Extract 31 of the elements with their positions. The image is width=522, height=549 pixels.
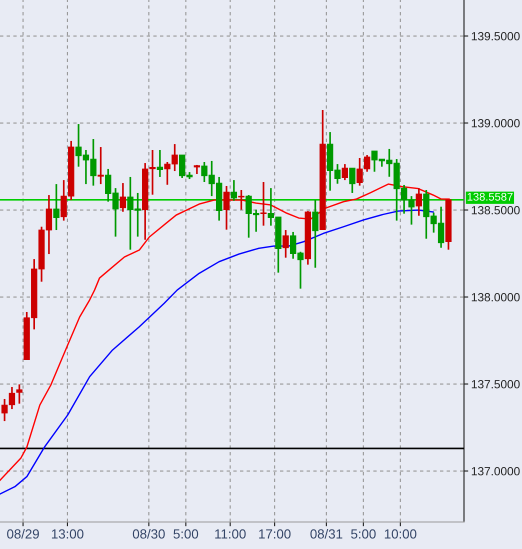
candlestick [312, 199, 318, 269]
candlestick [120, 182, 126, 213]
y-tick-label: 138.0000 [472, 293, 520, 302]
x-tick-label: 5:00 [351, 529, 376, 539]
candlestick [416, 187, 422, 217]
candlestick [53, 183, 60, 231]
candlestick [342, 163, 348, 181]
candlestick [349, 167, 356, 194]
candlestick [223, 185, 230, 231]
x-tick-label: 08/29 [7, 528, 39, 539]
candlestick [282, 229, 289, 259]
y-tick-label: 138.5000 [472, 206, 520, 214]
candlestick [194, 164, 200, 175]
candlestick [156, 149, 164, 178]
y-tick-label: 139.5000 [472, 32, 520, 40]
x-tick-label: 11:00 [215, 529, 246, 539]
x-tick-label: 13:00 [52, 529, 84, 539]
y-tick-label: 139.0000 [472, 119, 520, 128]
x-tick-label: 5:00 [174, 529, 198, 539]
candlestick [98, 146, 104, 185]
x-tick-label: 10:00 [384, 529, 416, 539]
ref-line-label: 138.5587 [468, 192, 513, 201]
candlestick [260, 181, 267, 227]
y-tick-label: 137.0000 [472, 467, 520, 476]
x-tick-label: 08/30 [132, 528, 165, 539]
candlestick [16, 384, 22, 405]
x-tick-label: 08/31 [310, 528, 342, 539]
candlestick [230, 179, 238, 202]
x-tick-label: 17:00 [259, 529, 291, 539]
candlestick [238, 189, 244, 211]
y-tick-label: 137.5000 [472, 380, 520, 388]
